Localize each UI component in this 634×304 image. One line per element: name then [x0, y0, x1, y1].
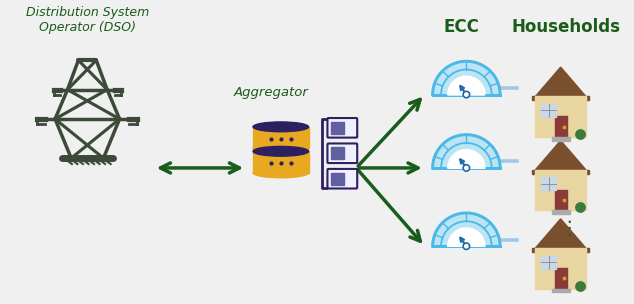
Circle shape — [463, 243, 470, 250]
Bar — [552, 137, 569, 140]
Text: Households: Households — [511, 18, 620, 36]
Circle shape — [465, 166, 468, 170]
Bar — [541, 104, 556, 117]
FancyBboxPatch shape — [327, 118, 357, 138]
Polygon shape — [432, 61, 500, 95]
Bar — [535, 96, 586, 137]
Circle shape — [465, 93, 468, 96]
Ellipse shape — [253, 122, 309, 132]
Circle shape — [463, 91, 470, 98]
Polygon shape — [535, 219, 586, 248]
Bar — [253, 151, 309, 173]
Polygon shape — [448, 76, 485, 95]
Ellipse shape — [253, 147, 309, 156]
Polygon shape — [535, 67, 586, 96]
Circle shape — [463, 165, 470, 171]
Bar — [332, 147, 344, 159]
Text: ⋮: ⋮ — [559, 219, 578, 238]
Ellipse shape — [253, 168, 309, 178]
Ellipse shape — [253, 143, 309, 153]
Polygon shape — [448, 228, 485, 246]
FancyBboxPatch shape — [327, 169, 357, 188]
FancyBboxPatch shape — [327, 143, 357, 163]
Text: Aggregator: Aggregator — [233, 86, 308, 99]
Polygon shape — [448, 150, 485, 168]
Bar — [332, 122, 344, 134]
Bar — [555, 268, 567, 288]
Bar — [332, 173, 344, 185]
Bar — [253, 127, 309, 148]
Polygon shape — [432, 135, 500, 168]
Text: ECC: ECC — [443, 18, 479, 36]
Polygon shape — [432, 213, 500, 246]
Polygon shape — [533, 248, 589, 252]
Bar — [555, 116, 567, 137]
Circle shape — [465, 245, 468, 248]
Bar — [535, 170, 586, 210]
Bar — [552, 210, 569, 214]
Bar — [552, 288, 569, 292]
Text: Distribution System
Operator (DSO): Distribution System Operator (DSO) — [26, 6, 149, 34]
Polygon shape — [533, 170, 589, 174]
Bar — [541, 177, 556, 191]
Polygon shape — [535, 140, 586, 170]
Polygon shape — [533, 96, 589, 100]
Bar — [555, 190, 567, 210]
Bar — [535, 248, 586, 288]
Bar — [541, 256, 556, 269]
